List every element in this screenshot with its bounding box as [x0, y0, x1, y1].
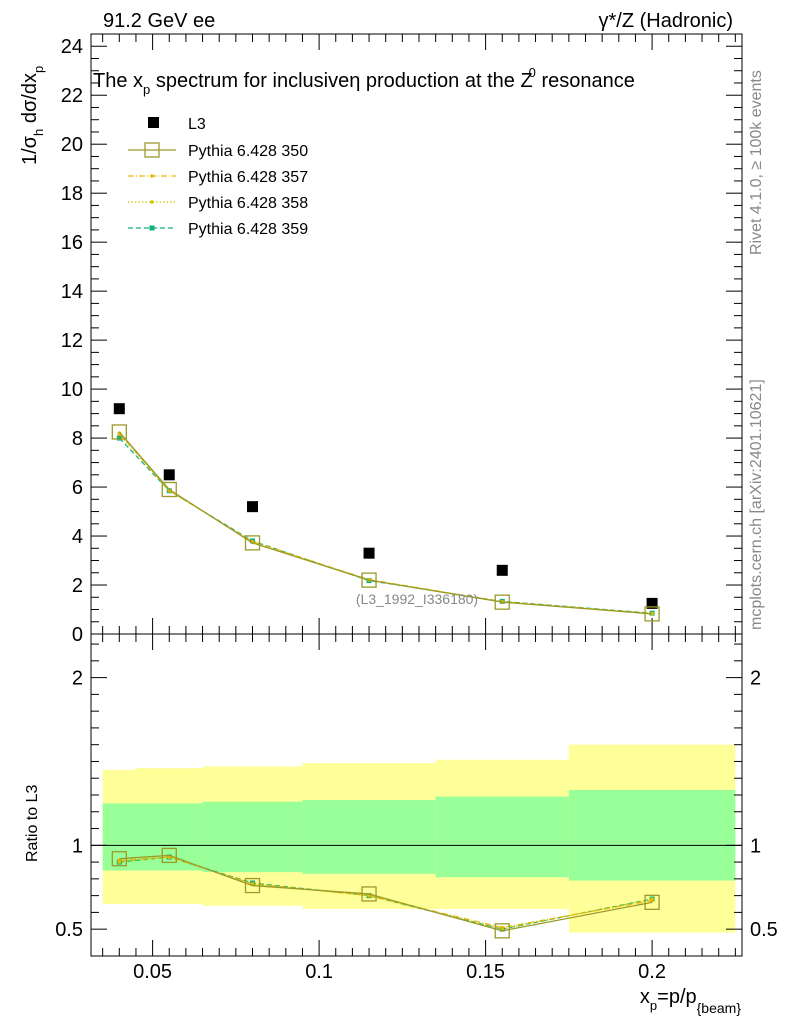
xtick-label-2: 0.15 [466, 961, 505, 983]
ratio-series-1-point-4 [500, 925, 505, 930]
ratio-series-1-point-5 [650, 898, 654, 903]
l3-point-4 [496, 564, 508, 576]
main-series-1-point-0 [111, 424, 127, 440]
ratio-series-0-point-2 [244, 877, 261, 894]
y-axis-label-ratio: Ratio to L3 [24, 785, 41, 862]
ratio-series-0-line [119, 854, 653, 932]
ratio-series-0-point-4 [494, 923, 510, 939]
header-right: γ*/Z (Hadronic) [599, 10, 733, 32]
band-green-3 [302, 800, 436, 874]
ratio-ytick-label-right-1: 1 [750, 835, 761, 857]
band-green-4 [435, 796, 569, 878]
main-ytick-label-14: 14 [61, 281, 83, 303]
main-series-1-point-2 [244, 535, 261, 551]
band-green-5 [568, 789, 736, 881]
main-series-1-point-4 [494, 594, 510, 610]
main-series-4-line [118, 437, 653, 614]
xtick-label-0: 0.05 [133, 961, 172, 983]
main-series-2-line [118, 432, 653, 615]
main-ytick-label-12: 12 [61, 330, 83, 352]
legend-marker-359 [149, 225, 155, 231]
l3-point-2 [247, 501, 259, 513]
l3-point-1 [163, 469, 175, 481]
band-green-1 [135, 803, 203, 871]
xtick-label-3: 0.2 [638, 961, 666, 983]
main-series [111, 403, 660, 622]
main-ytick-label-4: 4 [72, 526, 83, 548]
ratio-ytick-label-0: 0.5 [55, 919, 83, 941]
ratio-series-1-point-0 [117, 858, 122, 863]
main-ytick-label-20: 20 [61, 134, 83, 156]
legend-label-357: Pythia 6.428 357 [188, 169, 308, 186]
main-ytick-label-2: 2 [72, 575, 83, 597]
rivet-label: Rivet 4.1.0, ≥ 100k events [748, 70, 765, 255]
main-series-1-point-1 [161, 481, 177, 498]
legend-marker-357 [150, 174, 154, 178]
l3-point-5 [646, 597, 658, 609]
xtick-label-1: 0.1 [305, 961, 333, 983]
main-series-1-point-5 [644, 606, 660, 622]
ratio-series [111, 847, 660, 939]
legend-label-l3: L3 [188, 116, 206, 133]
main-ytick-label-22: 22 [61, 85, 83, 107]
main-ytick-label-16: 16 [61, 232, 83, 254]
ratio-ytick-label-right-2: 2 [750, 668, 761, 690]
main-ytick-label-0: 0 [72, 624, 83, 646]
l3-point-0 [113, 403, 125, 415]
ratio-ytick-label-1: 1 [72, 835, 83, 857]
main-series-1-line [118, 431, 653, 615]
main-ytick-label-10: 10 [61, 379, 83, 401]
main-ytick-label-18: 18 [61, 183, 83, 205]
legend: L3 Pythia 6.428 350 Pythia 6.428 357 Pyt… [128, 116, 308, 238]
ratio-series-0-point-5 [644, 894, 660, 910]
mcplots-label: mcplots.cern.ch [arXiv:2401.10621] [748, 379, 765, 630]
ratio-ytick-label-2: 2 [72, 668, 83, 690]
legend-label-359: Pythia 6.428 359 [188, 221, 308, 238]
analysis-watermark: (L3_1992_I336180) [356, 591, 478, 607]
plot-title: The xp spectrum for inclusiveη productio… [93, 65, 635, 97]
header-left: 91.2 GeV ee [103, 10, 215, 32]
legend-label-350: Pythia 6.428 350 [188, 143, 308, 160]
x-axis-label: xp=p/p{beam} [640, 986, 741, 1016]
ratio-series-1-line [119, 856, 653, 929]
main-ytick-label-24: 24 [61, 36, 83, 58]
main-ytick-label-6: 6 [72, 477, 83, 499]
main-series-4-point-0 [116, 435, 122, 441]
main-series-3-line [118, 434, 653, 615]
legend-label-358: Pythia 6.428 358 [188, 195, 308, 212]
y-axis-label-main: 1/σh dσ/dxp [19, 66, 46, 165]
l3-point-3 [363, 547, 375, 559]
ratio-ytick-label-right-0: 0.5 [750, 919, 778, 941]
main-series-1-point-3 [361, 572, 377, 588]
legend-marker-358 [150, 200, 154, 204]
ratio-series-0-point-1 [161, 847, 177, 864]
ratio-series-0-point-0 [111, 851, 127, 867]
legend-marker-350 [144, 142, 160, 158]
ratio-series-0-point-3 [361, 886, 377, 902]
main-ytick-label-8: 8 [72, 428, 83, 450]
band-green-2 [202, 801, 303, 873]
legend-marker-l3 [148, 117, 159, 128]
